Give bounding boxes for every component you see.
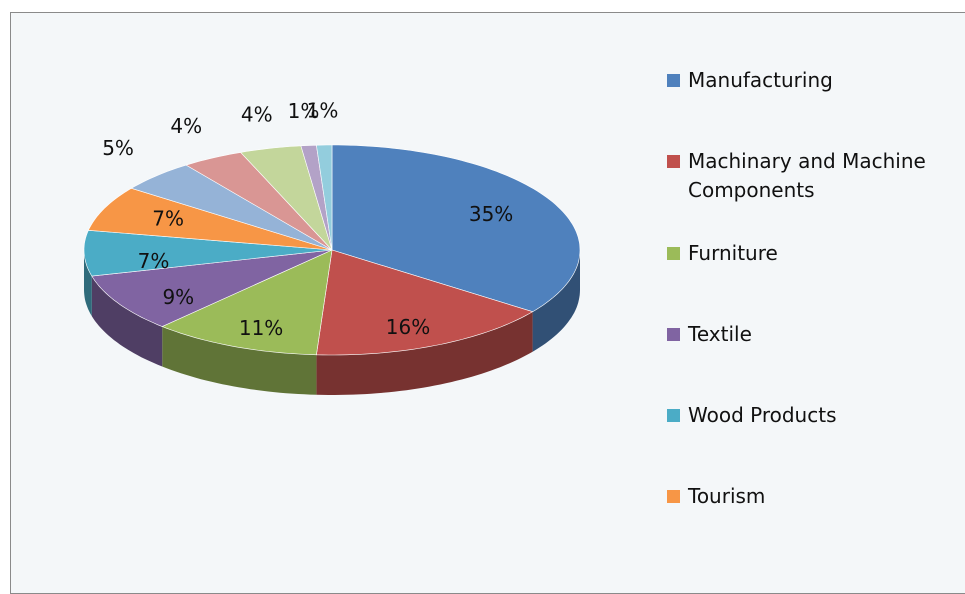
slice [240,145,333,251]
legend-label: Textile [688,322,752,346]
slice [161,249,333,356]
slice-side [91,276,163,367]
slice [316,144,333,251]
slice [91,249,333,327]
data-label: 4% [170,114,202,138]
slice-side [532,250,580,352]
data-label: 11% [239,316,283,340]
data-label: 1% [307,98,339,122]
slice [331,144,581,313]
slice-side [316,311,533,395]
data-label: 4% [241,102,273,126]
legend-item: Textile [667,320,958,349]
legend-item: Machinary and Machine Components [667,147,958,205]
data-label: 35% [469,202,513,226]
data-label: 7% [152,206,184,230]
legend-swatch [667,74,680,87]
data-label: 16% [386,315,430,339]
legend-label: Machinary and Machine Components [688,149,926,202]
data-label: 1% [288,99,320,123]
legend-swatch [667,328,680,341]
legend-label: Furniture [688,241,778,265]
slice [130,164,333,251]
legend-swatch [667,490,680,503]
legend-item: Wood Products [667,401,958,430]
legend-label: Wood Products [688,403,837,427]
slice [83,229,333,277]
legend-swatch [667,247,680,260]
data-label: 9% [162,285,194,309]
legend-swatch [667,409,680,422]
legend-swatch [667,155,680,168]
legend-item: Furniture [667,239,958,268]
legend-label: Tourism [688,484,766,508]
data-label: 7% [138,249,170,273]
slice [87,187,333,251]
slice [316,249,534,356]
legend-item: Manufacturing [667,66,958,95]
slice-side [84,250,92,317]
data-label: 5% [102,136,134,160]
legend-label: Manufacturing [688,68,833,92]
slice [185,152,333,251]
slice-side [162,326,317,395]
legend-item: Tourism [667,482,958,511]
